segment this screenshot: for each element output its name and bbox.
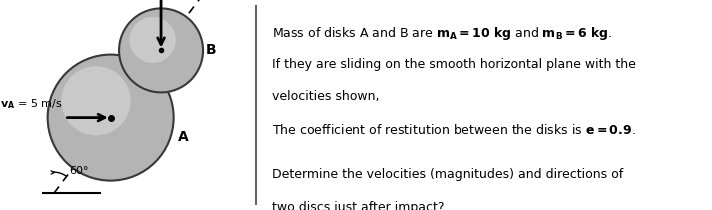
- Text: velocities shown,: velocities shown,: [272, 90, 379, 103]
- Text: $\mathbf{v_A}$ = 5 m/s: $\mathbf{v_A}$ = 5 m/s: [0, 97, 63, 111]
- Text: Determine the velocities (magnitudes) and directions of: Determine the velocities (magnitudes) an…: [272, 168, 624, 181]
- Text: two discs just after impact?: two discs just after impact?: [272, 201, 445, 210]
- Text: The coefficient of restitution between the disks is $\bf{e = 0.9}$.: The coefficient of restitution between t…: [272, 123, 636, 137]
- Text: 60°: 60°: [70, 166, 89, 176]
- Text: A: A: [178, 130, 189, 144]
- Text: B: B: [206, 43, 217, 57]
- Circle shape: [130, 17, 176, 63]
- Circle shape: [48, 55, 174, 181]
- Circle shape: [61, 66, 130, 135]
- Circle shape: [119, 8, 203, 92]
- Text: If they are sliding on the smooth horizontal plane with the: If they are sliding on the smooth horizo…: [272, 58, 636, 71]
- Text: Mass of disks A and B are $\bf{m_A=10\ kg}$ and $\bf{m_B=6\ kg}$.: Mass of disks A and B are $\bf{m_A=10\ k…: [272, 25, 612, 42]
